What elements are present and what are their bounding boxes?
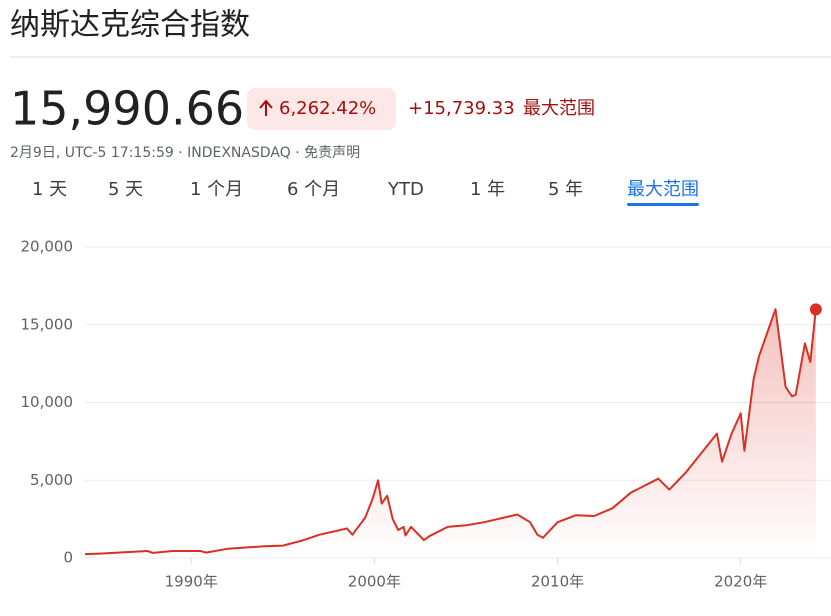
- up-arrow: [259, 99, 273, 116]
- y-tick-label: 10,000: [21, 393, 74, 411]
- x-tick-label: 2000年: [348, 573, 401, 591]
- y-tick-label: 0: [63, 549, 73, 567]
- chart: 0 5,000 10,000 15,000 20,000 1990年 2000年 2010年 2…: [21, 238, 831, 591]
- y-tick-label: 15,000: [21, 315, 74, 333]
- page-title: 纳斯达克综合指数: [10, 8, 250, 43]
- range-tab[interactable]: 最大范围: [627, 179, 699, 200]
- x-tick-label: 2010年: [531, 573, 584, 591]
- range-tab[interactable]: 1 天: [32, 179, 67, 200]
- price: 15,990.66: [10, 82, 244, 136]
- range-tab[interactable]: 1 个月: [190, 179, 243, 200]
- range-tab[interactable]: 6 个月: [287, 179, 340, 200]
- last-point: [809, 303, 822, 316]
- range-label: 最大范围: [523, 98, 595, 119]
- y-tick-label: 5,000: [30, 471, 73, 489]
- x-tick-label: 1990年: [165, 573, 218, 591]
- range-tab[interactable]: YTD: [387, 179, 424, 200]
- area: [85, 309, 816, 558]
- tab-underline: [627, 203, 699, 206]
- tab-bar: 1 天 5 天 1 个月 6 个月 YTD 1 年 5 年 最大范围: [32, 179, 699, 206]
- range-tab[interactable]: 1 年: [470, 179, 505, 200]
- range-tab[interactable]: 5 天: [108, 179, 143, 200]
- timestamp[interactable]: 2月9日, UTC-5 17:15:59 · INDEXNASDAQ · 免责声…: [10, 145, 360, 161]
- range-tab[interactable]: 5 年: [548, 179, 583, 200]
- change-percent: 6,262.42%: [279, 98, 376, 119]
- y-tick-label: 20,000: [21, 238, 74, 256]
- change-value: +15,739.33: [408, 98, 515, 119]
- change-badge: [247, 88, 396, 130]
- x-tick-label: 2020年: [714, 573, 767, 591]
- line: [84, 308, 817, 556]
